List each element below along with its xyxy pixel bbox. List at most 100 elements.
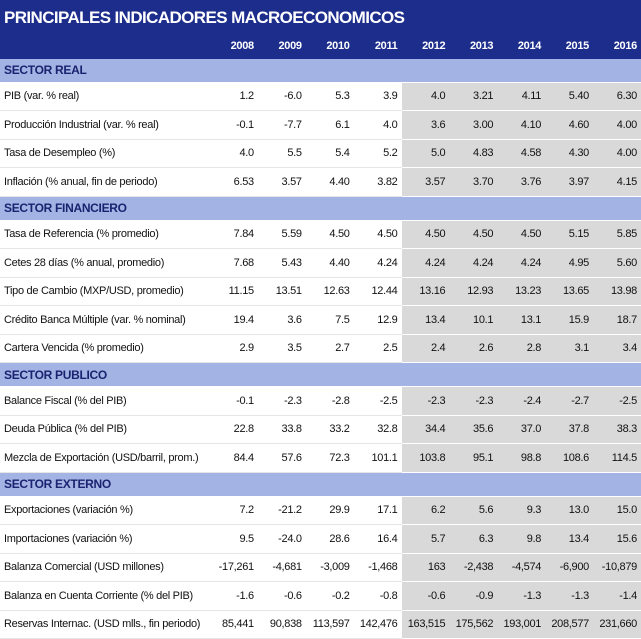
cell-value: 6.3 <box>449 524 498 554</box>
cell-value: 15.6 <box>593 524 641 554</box>
cell-value: 29.9 <box>305 496 354 525</box>
data-row: Cartera Vencida (% promedio) 2.9 3.5 2.7 2.5… <box>0 334 641 363</box>
cell-value: 13.51 <box>257 277 306 306</box>
cell-value: 114.5 <box>593 443 641 473</box>
row-label: Crédito Banca Múltiple (var. % nominal) <box>0 305 210 335</box>
cell-value: -2.5 <box>353 386 402 416</box>
cell-value: 4.50 <box>497 220 546 249</box>
cell-value: 7.84 <box>210 220 258 249</box>
cell-value: 142,476 <box>353 610 402 639</box>
cell-value: 3.9 <box>353 82 402 111</box>
cell-value: 13.0 <box>545 496 593 525</box>
cell-value: 4.11 <box>497 82 546 111</box>
cell-value: -1.3 <box>545 581 593 611</box>
page-title: PRINCIPALES INDICADORES MACROECONOMICOS <box>0 0 641 34</box>
cell-value: -6.0 <box>257 82 306 111</box>
data-row: Exportaciones (variación %) 7.2 -21.2 29.9 1… <box>0 496 641 525</box>
section-title: SECTOR REAL <box>0 58 641 83</box>
cell-value: 101.1 <box>353 443 402 473</box>
cell-value: -21.2 <box>257 496 306 525</box>
row-label: Mezcla de Exportación (USD/barril, prom.… <box>0 443 210 473</box>
cell-value: 2.4 <box>401 334 450 363</box>
cell-value: 163 <box>401 553 450 582</box>
cell-value: -4,681 <box>257 553 306 582</box>
indicators-table: 2008 2009 2010 2011 2012 2013 2014 2015 2016 SECT… <box>0 34 641 639</box>
cell-value: 5.2 <box>353 139 402 168</box>
year-header: 2009 <box>257 34 306 59</box>
cell-value: 3.4 <box>593 334 641 363</box>
section-row: SECTOR PUBLICO <box>0 362 641 387</box>
cell-value: 2.6 <box>449 334 498 363</box>
data-row: Mezcla de Exportación (USD/barril, prom.… <box>0 443 641 473</box>
data-row: Deuda Pública (% del PIB) 22.8 33.8 33.2 32.… <box>0 415 641 444</box>
cell-value: -0.1 <box>210 386 258 416</box>
cell-value: 6.30 <box>593 82 641 111</box>
cell-value: 4.0 <box>210 139 258 168</box>
section-row: SECTOR FINANCIERO <box>0 196 641 221</box>
cell-value: 4.24 <box>353 248 402 278</box>
cell-value: -7.7 <box>257 110 306 140</box>
cell-value: 5.43 <box>257 248 306 278</box>
row-label: Tasa de Referencia (% promedio) <box>0 220 210 249</box>
cell-value: 7.5 <box>305 305 354 335</box>
cell-value: 18.7 <box>593 305 641 335</box>
cell-value: 5.85 <box>593 220 641 249</box>
data-row: Crédito Banca Múltiple (var. % nominal) 1… <box>0 305 641 335</box>
cell-value: -1.4 <box>593 581 641 611</box>
cell-value: 4.58 <box>497 139 546 168</box>
cell-value: 6.2 <box>401 496 450 525</box>
row-label: Balanza en Cuenta Corriente (% del PIB) <box>0 581 210 611</box>
cell-value: 3.6 <box>257 305 306 335</box>
cell-value: 84.4 <box>210 443 258 473</box>
cell-value: 4.95 <box>545 248 593 278</box>
cell-value: 13.98 <box>593 277 641 306</box>
cell-value: 4.83 <box>449 139 498 168</box>
data-row: Inflación (% anual, fin de periodo) 6.53 3… <box>0 167 641 197</box>
cell-value: 4.50 <box>305 220 354 249</box>
cell-value: 175,562 <box>449 610 498 639</box>
cell-value: -6,900 <box>545 553 593 582</box>
cell-value: -24.0 <box>257 524 306 554</box>
cell-value: 37.0 <box>497 415 546 444</box>
cell-value: 32.8 <box>353 415 402 444</box>
cell-value: 4.00 <box>593 110 641 140</box>
cell-value: 108.6 <box>545 443 593 473</box>
cell-value: 13.23 <box>497 277 546 306</box>
cell-value: 3.57 <box>257 167 306 197</box>
row-label: Producción Industrial (var. % real) <box>0 110 210 140</box>
cell-value: 35.6 <box>449 415 498 444</box>
cell-value: -17,261 <box>210 553 258 582</box>
data-row: Balanza en Cuenta Corriente (% del PIB) -… <box>0 581 641 611</box>
cell-value: -0.6 <box>401 581 450 611</box>
year-header: 2016 <box>593 34 641 59</box>
cell-value: 17.1 <box>353 496 402 525</box>
section-title: SECTOR PUBLICO <box>0 362 641 387</box>
cell-value: 2.7 <box>305 334 354 363</box>
cell-value: 5.15 <box>545 220 593 249</box>
cell-value: 231,660 <box>593 610 641 639</box>
cell-value: 4.24 <box>449 248 498 278</box>
cell-value: 90,838 <box>257 610 306 639</box>
cell-value: -10,879 <box>593 553 641 582</box>
cell-value: -0.6 <box>257 581 306 611</box>
data-row: Balance Fiscal (% del PIB) -0.1 -2.3 -2.8 -2… <box>0 386 641 416</box>
cell-value: 85,441 <box>210 610 258 639</box>
cell-value: 9.3 <box>497 496 546 525</box>
data-row: Balanza Comercial (USD millones) -17,261-… <box>0 553 641 582</box>
cell-value: 16.4 <box>353 524 402 554</box>
cell-value: -0.8 <box>353 581 402 611</box>
cell-value: 10.1 <box>449 305 498 335</box>
cell-value: 15.9 <box>545 305 593 335</box>
row-label: Exportaciones (variación %) <box>0 496 210 525</box>
cell-value: 57.6 <box>257 443 306 473</box>
cell-value: -1.6 <box>210 581 258 611</box>
cell-value: 113,597 <box>305 610 354 639</box>
cell-value: 208,577 <box>545 610 593 639</box>
cell-value: 34.4 <box>401 415 450 444</box>
cell-value: 5.60 <box>593 248 641 278</box>
cell-value: -2.7 <box>545 386 593 416</box>
cell-value: 4.0 <box>353 110 402 140</box>
row-label: Tasa de Desempleo (%) <box>0 139 210 168</box>
year-header: 2013 <box>449 34 498 59</box>
